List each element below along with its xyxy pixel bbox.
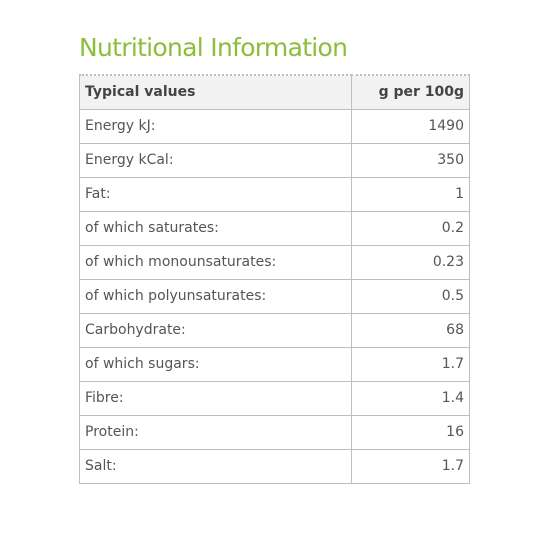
- nutrient-label: of which saturates:: [79, 210, 352, 246]
- table-row: Energy kJ: 1490: [79, 108, 470, 144]
- nutrient-label: Protein:: [79, 414, 352, 450]
- table-row: of which saturates: 0.2: [79, 210, 470, 246]
- nutrition-table: Typical values g per 100g Energy kJ: 149…: [79, 74, 470, 484]
- nutrient-value: 1.7: [351, 448, 470, 484]
- nutrient-label: of which monounsaturates:: [79, 244, 352, 280]
- nutrient-label: Fibre:: [79, 380, 352, 416]
- table-row: Protein: 16: [79, 414, 470, 450]
- table-header-row: Typical values g per 100g: [79, 74, 470, 110]
- nutrient-value: 1490: [351, 108, 470, 144]
- table-row: of which monounsaturates: 0.23: [79, 244, 470, 280]
- nutrient-label: of which polyunsaturates:: [79, 278, 352, 314]
- nutrient-value: 16: [351, 414, 470, 450]
- column-header-typical-values: Typical values: [79, 74, 352, 110]
- table-row: Salt: 1.7: [79, 448, 470, 484]
- nutrient-label: Fat:: [79, 176, 352, 212]
- nutrient-value: 68: [351, 312, 470, 348]
- page-title: Nutritional Information: [79, 33, 348, 62]
- column-header-g-per-100g: g per 100g: [351, 74, 470, 110]
- table-row: of which polyunsaturates: 0.5: [79, 278, 470, 314]
- nutrient-value: 1.4: [351, 380, 470, 416]
- nutrient-value: 0.5: [351, 278, 470, 314]
- nutrient-value: 1.7: [351, 346, 470, 382]
- table-row: Carbohydrate: 68: [79, 312, 470, 348]
- table-row: Fibre: 1.4: [79, 380, 470, 416]
- nutrient-label: of which sugars:: [79, 346, 352, 382]
- nutrient-value: 1: [351, 176, 470, 212]
- nutrient-label: Salt:: [79, 448, 352, 484]
- nutrient-label: Energy kJ:: [79, 108, 352, 144]
- nutrient-value: 350: [351, 142, 470, 178]
- nutrient-value: 0.23: [351, 244, 470, 280]
- nutrient-value: 0.2: [351, 210, 470, 246]
- table-row: Fat: 1: [79, 176, 470, 212]
- table-row: of which sugars: 1.7: [79, 346, 470, 382]
- table-row: Energy kCal: 350: [79, 142, 470, 178]
- nutrient-label: Carbohydrate:: [79, 312, 352, 348]
- nutrient-label: Energy kCal:: [79, 142, 352, 178]
